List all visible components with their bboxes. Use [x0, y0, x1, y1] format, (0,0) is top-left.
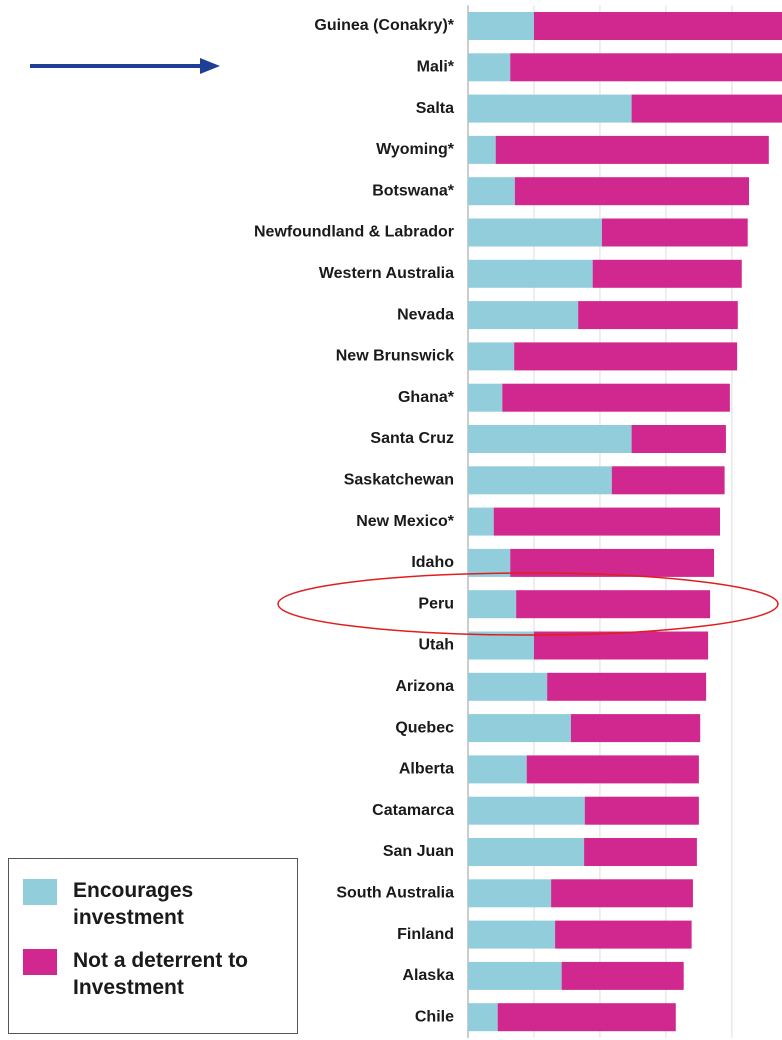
- y-tick-label: Western Australia: [319, 265, 454, 282]
- bar-segment: [468, 796, 585, 825]
- bar-segment: [468, 53, 511, 82]
- bar-segment: [502, 383, 730, 412]
- bar-segment: [468, 507, 494, 536]
- bar-segment: [468, 94, 632, 123]
- y-tick-label: Ghana*: [398, 389, 455, 406]
- legend-swatch: [23, 949, 57, 975]
- bar-segment: [497, 1003, 676, 1032]
- y-tick-label: Saskatchewan: [344, 472, 454, 489]
- y-tick-label: Quebec: [395, 719, 454, 736]
- bar-segment: [468, 1003, 498, 1032]
- bar-segment: [468, 218, 602, 247]
- bar-segment: [468, 755, 527, 784]
- bar-segment: [468, 631, 534, 660]
- bar-segment: [468, 383, 503, 412]
- legend-item: Encourages investment: [23, 877, 283, 931]
- bar-segment: [510, 53, 782, 82]
- bar-segment: [631, 94, 782, 123]
- bar-segment: [584, 796, 699, 825]
- bar-segment: [493, 507, 720, 536]
- bar-segment: [468, 301, 579, 330]
- bar-segment: [570, 714, 701, 743]
- y-tick-label: Peru: [418, 595, 454, 612]
- y-tick-label: New Brunswick: [336, 348, 454, 365]
- legend: Encourages investment Not a deterrent to …: [8, 858, 298, 1034]
- y-tick-label: Nevada: [397, 306, 454, 323]
- bar-segment: [468, 920, 556, 949]
- bar-segment: [468, 961, 562, 990]
- y-tick-label: Idaho: [411, 554, 454, 571]
- bar-segment: [510, 548, 715, 577]
- legend-swatch: [23, 879, 57, 905]
- y-tick-label: Chile: [415, 1008, 454, 1025]
- legend-label: Not a deterrent to Investment: [73, 949, 249, 999]
- bar-segment: [551, 879, 693, 908]
- bar-segment: [526, 755, 699, 784]
- bar-segment: [468, 672, 548, 701]
- bar-segment: [468, 838, 585, 866]
- bar-segment: [468, 342, 515, 371]
- bar-segment: [514, 177, 750, 206]
- y-tick-label: San Juan: [383, 843, 454, 860]
- y-tick-label: Newfoundland & Labrador: [254, 224, 454, 241]
- bar-segment: [561, 961, 684, 990]
- bar-segment: [601, 218, 748, 247]
- bar-segment: [584, 838, 697, 866]
- y-tick-label: Alaska: [402, 967, 454, 984]
- bar-segment: [468, 425, 632, 453]
- bar-segment: [592, 259, 742, 288]
- bar-segment: [468, 548, 511, 577]
- y-tick-label: Mali*: [417, 59, 455, 76]
- bar-segment: [468, 12, 534, 40]
- y-tick-label: Alberta: [399, 761, 454, 778]
- y-tick-label: Guinea (Conakry)*: [314, 17, 454, 34]
- bar-segment: [631, 425, 726, 453]
- y-tick-label: New Mexico*: [356, 513, 455, 530]
- bar-segment: [468, 135, 496, 164]
- y-tick-label: Santa Cruz: [370, 430, 454, 447]
- arrow-head: [200, 58, 220, 74]
- bar-segment: [555, 920, 692, 949]
- y-tick-label: Salta: [416, 100, 454, 117]
- bar-segment: [533, 631, 709, 660]
- y-tick-label: Wyoming*: [376, 141, 455, 158]
- bar-segment: [547, 672, 707, 701]
- bar-segment: [578, 301, 738, 330]
- bar-segment: [516, 590, 711, 619]
- y-tick-label: Catamarca: [372, 802, 454, 819]
- bar-segment: [495, 135, 769, 164]
- bar-segment: [611, 466, 725, 495]
- bar-segment: [468, 259, 593, 288]
- legend-item: Not a deterrent to Investment: [23, 947, 283, 1001]
- bar-segment: [514, 342, 738, 371]
- y-tick-label: Botswana*: [372, 182, 455, 199]
- y-tick-label: Finland: [397, 926, 454, 943]
- bar-segment: [533, 12, 782, 40]
- y-tick-label: Arizona: [395, 678, 454, 695]
- bar-segment: [468, 879, 552, 908]
- bar-segment: [468, 466, 612, 495]
- legend-label: Encourages investment: [73, 879, 194, 929]
- y-tick-label: South Australia: [336, 885, 454, 902]
- bar-segment: [468, 177, 515, 206]
- y-tick-label: Utah: [418, 637, 454, 654]
- highlight-ellipse: [277, 572, 779, 636]
- bar-segment: [468, 714, 571, 743]
- bar-segment: [468, 590, 517, 619]
